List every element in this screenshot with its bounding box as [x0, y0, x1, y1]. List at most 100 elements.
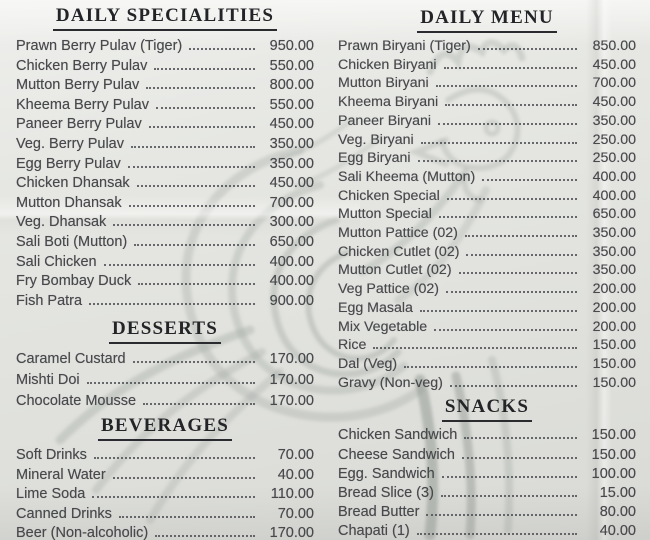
- menu-item-row: Soft Drinks 70.00: [16, 446, 314, 465]
- dot-leader: [434, 328, 577, 331]
- menu-item-row: Mutton Special 650.00: [338, 205, 636, 224]
- dot-leader: [132, 361, 255, 364]
- menu-item-row: Sali Kheema (Mutton) 400.00: [338, 168, 636, 187]
- dot-leader: [155, 534, 255, 537]
- menu-item-row: Chocolate Mousse 170.00: [16, 391, 314, 412]
- menu-item-name: Mutton Pattice (02): [338, 225, 458, 242]
- menu-item-price: 150.00: [592, 374, 636, 391]
- menu-item-name: Rice: [338, 337, 367, 354]
- section-title: SNACKS: [338, 395, 636, 423]
- menu-item-row: Beer (Non-alcoholic) 170.00: [16, 524, 314, 540]
- menu-item-price: 40.00: [599, 523, 636, 540]
- menu-item-row: Sali Boti (Mutton) 650.00: [16, 233, 314, 253]
- menu-column-right: DAILY MENU Prawn Biryani (Tiger) 850.00 Chi…: [338, 6, 636, 540]
- menu-item-row: Paneer Berry Pulav 450.00: [16, 115, 314, 135]
- menu-item-name: Prawn Berry Pulav (Tiger): [16, 38, 183, 54]
- menu-item-name: Caramel Custard: [16, 351, 126, 368]
- menu-item-name: Egg Berry Pulav: [16, 155, 121, 172]
- menu-item-price: 350.00: [592, 112, 636, 129]
- menu-item-row: Gravy (Non-veg) 150.00: [338, 374, 636, 393]
- menu-item-row: Chicken Special 400.00: [338, 187, 636, 206]
- menu-item-price: 900.00: [269, 292, 314, 309]
- dot-leader: [438, 122, 577, 125]
- menu-item-price: 350.00: [592, 225, 636, 242]
- dot-leader: [477, 48, 577, 50]
- menu-item-row: Kheema Berry Pulav 550.00: [16, 96, 314, 116]
- dot-leader: [458, 272, 577, 275]
- menu-item-name: Veg Pattice (02): [338, 281, 439, 298]
- dot-leader: [136, 185, 255, 188]
- menu-item-name: Lime Soda: [16, 486, 86, 503]
- menu-item-price: 150.00: [592, 337, 636, 354]
- menu-item-row: Bread Butter 80.00: [338, 503, 636, 522]
- menu-item-row: Chicken Berry Pulav 550.00: [16, 57, 314, 77]
- dot-leader: [438, 216, 577, 219]
- dot-leader: [464, 235, 577, 238]
- menu-item-price: 170.00: [269, 372, 314, 389]
- menu-item-name: Mutton Special: [338, 206, 432, 223]
- menu-item-name: Fish Patra: [16, 292, 83, 309]
- menu-item-price: 350.00: [592, 262, 636, 279]
- menu-item-price: 550.00: [269, 96, 314, 113]
- menu-item-name: Sali Chicken: [16, 253, 97, 270]
- dot-leader: [143, 403, 255, 406]
- dot-leader: [134, 243, 255, 246]
- dot-leader: [440, 494, 577, 497]
- menu-item-price: 650.00: [269, 233, 314, 250]
- dot-leader: [148, 126, 255, 129]
- menu-item-price: 150.00: [592, 355, 636, 372]
- menu-item-row: Mutton Cutlet (02) 350.00: [338, 261, 636, 280]
- menu-item-price: 450.00: [269, 175, 314, 192]
- dot-leader: [464, 437, 577, 440]
- menu-item-price: 70.00: [277, 505, 314, 522]
- menu-item-row: Prawn Biryani (Tiger) 850.00: [338, 37, 636, 56]
- dot-leader: [146, 87, 255, 90]
- dot-leader: [155, 106, 255, 109]
- menu-item-row: Egg Berry Pulav 350.00: [16, 155, 314, 175]
- section-title: DESSERTS: [16, 317, 314, 345]
- menu-item-price: 800.00: [269, 77, 314, 94]
- menu-item-name: Mutton Biryani: [338, 75, 429, 92]
- dot-leader: [131, 145, 255, 148]
- dot-leader: [118, 515, 255, 518]
- dot-leader: [445, 104, 577, 107]
- dot-leader: [461, 456, 577, 459]
- menu-item-name: Dal (Veg): [338, 355, 398, 372]
- menu-item-name: Bread Slice (3): [338, 484, 434, 501]
- menu-item-price: 850.00: [592, 38, 636, 54]
- dot-leader: [416, 533, 577, 536]
- dot-leader: [449, 384, 577, 387]
- menu-item-name: Chicken Berry Pulav: [16, 57, 148, 74]
- dot-leader: [446, 197, 577, 200]
- menu-item-name: Chocolate Mousse: [16, 393, 137, 410]
- menu-item-name: Paneer Biryani: [338, 112, 432, 129]
- menu-item-price: 700.00: [269, 194, 314, 211]
- menu-item-name: Fry Bombay Duck: [16, 273, 132, 290]
- menu-item-row: Canned Drinks 70.00: [16, 505, 314, 524]
- menu-item-name: Chicken Special: [338, 187, 440, 204]
- menu-item-name: Veg. Dhansak: [16, 214, 107, 231]
- menu-item-price: 150.00: [591, 446, 636, 463]
- menu-item-row: Chicken Biryani 450.00: [338, 56, 636, 75]
- menu-item-name: Sali Boti (Mutton): [16, 233, 128, 250]
- menu-item-row: Dal (Veg) 150.00: [338, 355, 636, 374]
- section-title-text: DAILY SPECIALITIES: [52, 4, 278, 31]
- menu-item-price: 100.00: [591, 465, 636, 482]
- menu-item-name: Chicken Dhansak: [16, 175, 130, 192]
- menu-item-row: Mutton Dhansak 700.00: [16, 194, 314, 214]
- menu-item-price: 250.00: [592, 131, 636, 148]
- menu-item-price: 400.00: [592, 187, 636, 204]
- menu-section: BEVERAGES Soft Drinks 70.00 Mineral Water 40…: [16, 414, 314, 540]
- menu-item-price: 170.00: [269, 393, 314, 410]
- menu-item-name: Chapati (1): [338, 523, 410, 540]
- menu-item-price: 450.00: [592, 94, 636, 111]
- section-title: DAILY MENU: [338, 6, 636, 33]
- menu-item-price: 350.00: [269, 135, 314, 152]
- menu-item-price: 400.00: [592, 168, 636, 185]
- menu-section: DAILY SPECIALITIES Prawn Berry Pulav (Tig…: [16, 4, 314, 311]
- menu-item-price: 450.00: [269, 116, 314, 133]
- menu-item-row: Mix Vegetable 200.00: [338, 318, 636, 337]
- dot-leader: [426, 514, 577, 517]
- dot-leader: [419, 309, 577, 312]
- dot-leader: [92, 496, 255, 499]
